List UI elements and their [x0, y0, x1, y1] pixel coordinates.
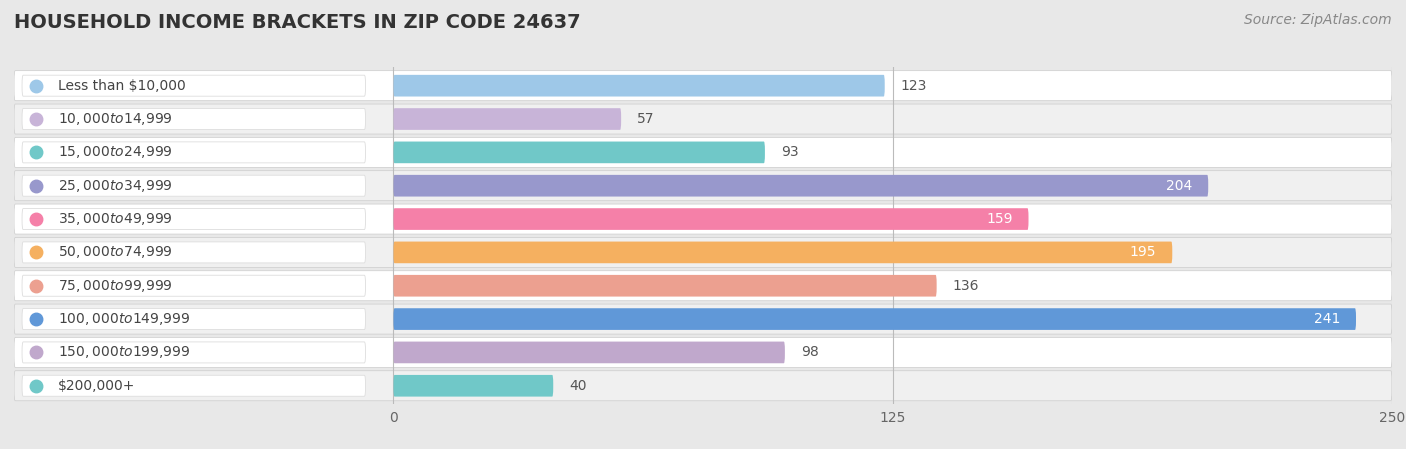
Text: 159: 159 — [986, 212, 1012, 226]
FancyBboxPatch shape — [22, 109, 366, 129]
Text: Source: ZipAtlas.com: Source: ZipAtlas.com — [1244, 13, 1392, 27]
Text: $10,000 to $14,999: $10,000 to $14,999 — [58, 111, 173, 127]
Text: $50,000 to $74,999: $50,000 to $74,999 — [58, 244, 173, 260]
FancyBboxPatch shape — [394, 375, 553, 396]
FancyBboxPatch shape — [394, 308, 1355, 330]
Text: $200,000+: $200,000+ — [58, 379, 135, 393]
FancyBboxPatch shape — [22, 308, 366, 330]
FancyBboxPatch shape — [22, 275, 366, 296]
FancyBboxPatch shape — [14, 271, 1392, 301]
FancyBboxPatch shape — [394, 242, 1173, 263]
FancyBboxPatch shape — [14, 337, 1392, 367]
FancyBboxPatch shape — [14, 70, 1392, 101]
FancyBboxPatch shape — [14, 238, 1392, 268]
Text: $15,000 to $24,999: $15,000 to $24,999 — [58, 145, 173, 160]
Text: 98: 98 — [801, 345, 818, 359]
FancyBboxPatch shape — [394, 141, 765, 163]
Text: HOUSEHOLD INCOME BRACKETS IN ZIP CODE 24637: HOUSEHOLD INCOME BRACKETS IN ZIP CODE 24… — [14, 13, 581, 32]
FancyBboxPatch shape — [394, 75, 884, 97]
FancyBboxPatch shape — [14, 137, 1392, 167]
FancyBboxPatch shape — [22, 75, 366, 96]
Text: 204: 204 — [1166, 179, 1192, 193]
FancyBboxPatch shape — [14, 304, 1392, 334]
FancyBboxPatch shape — [22, 142, 366, 163]
Text: $100,000 to $149,999: $100,000 to $149,999 — [58, 311, 190, 327]
Text: $75,000 to $99,999: $75,000 to $99,999 — [58, 278, 173, 294]
Text: $25,000 to $34,999: $25,000 to $34,999 — [58, 178, 173, 194]
Text: $150,000 to $199,999: $150,000 to $199,999 — [58, 344, 190, 361]
Text: 195: 195 — [1130, 246, 1156, 260]
FancyBboxPatch shape — [394, 108, 621, 130]
Text: 93: 93 — [780, 145, 799, 159]
FancyBboxPatch shape — [394, 275, 936, 297]
Text: 136: 136 — [953, 279, 979, 293]
FancyBboxPatch shape — [14, 104, 1392, 134]
Text: Less than $10,000: Less than $10,000 — [58, 79, 186, 92]
FancyBboxPatch shape — [394, 342, 785, 363]
FancyBboxPatch shape — [394, 175, 1208, 197]
FancyBboxPatch shape — [14, 371, 1392, 401]
Text: 123: 123 — [901, 79, 927, 92]
FancyBboxPatch shape — [14, 171, 1392, 201]
FancyBboxPatch shape — [22, 242, 366, 263]
Text: 40: 40 — [569, 379, 586, 393]
Text: $35,000 to $49,999: $35,000 to $49,999 — [58, 211, 173, 227]
FancyBboxPatch shape — [22, 375, 366, 396]
FancyBboxPatch shape — [22, 175, 366, 196]
FancyBboxPatch shape — [14, 204, 1392, 234]
Text: 57: 57 — [637, 112, 655, 126]
FancyBboxPatch shape — [394, 208, 1029, 230]
FancyBboxPatch shape — [22, 342, 366, 363]
Text: 241: 241 — [1313, 312, 1340, 326]
FancyBboxPatch shape — [22, 208, 366, 229]
